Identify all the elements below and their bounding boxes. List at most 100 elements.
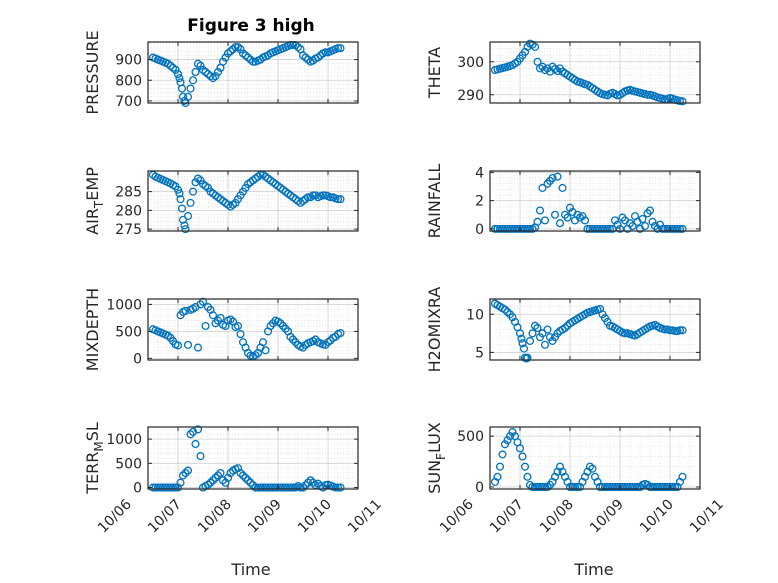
data-point [208,74,218,83]
data-point [535,206,545,215]
data-point [540,482,550,492]
data-point [503,224,512,233]
data-point [585,224,595,233]
data-point [493,224,502,233]
data-series [490,299,687,363]
data-point [238,471,248,480]
data-point [333,195,343,204]
data-point [175,189,184,198]
y-tick-label: 2 [475,194,484,210]
data-point [583,224,592,233]
data-point [548,174,557,183]
data-point [177,84,187,93]
subplot-4: 0 2 4 RAINFALL [425,164,701,238]
data-point [530,321,540,330]
data-point [603,224,612,233]
x-tick-label: 10/11 [345,497,385,537]
data-point [198,65,208,74]
data-point [251,483,260,492]
data-point [630,482,640,492]
data-point [286,483,295,492]
data-point [178,215,188,224]
data-point [163,483,173,492]
data-point [183,466,193,475]
data-point [186,430,195,439]
data-point [663,224,672,233]
axes-box [147,170,359,232]
figure-title: Figure 3 high [187,16,315,36]
data-point [638,214,647,224]
data-point [206,72,215,81]
data-point [181,306,190,315]
data-point [643,90,652,99]
axes-box [489,41,701,104]
data-point [313,479,323,488]
data-point [650,482,660,492]
data-point [663,482,672,492]
data-point [600,224,610,233]
x-axis-label-left: Time [230,560,270,579]
data-point [163,331,173,340]
data-point [186,198,195,207]
data-point [653,482,662,492]
data-point [555,219,565,228]
data-point [177,204,187,213]
data-point [503,307,512,317]
data-point [258,483,268,492]
subplot-3: 275 280 285 AIRTEMP [83,167,359,238]
data-point [603,482,612,492]
data-point [519,344,529,353]
data-point [628,482,637,492]
data-point [175,74,184,83]
y-tick-label: 500 [115,456,142,472]
data-point [533,217,542,226]
data-point [498,450,507,459]
data-point [548,62,557,71]
data-point [508,313,517,322]
data-point [508,428,517,437]
y-tick-label: 5 [475,345,484,361]
data-point [188,76,198,85]
data-point [660,224,670,233]
data-point [538,329,547,338]
data-point [660,482,670,492]
data-point [525,224,535,233]
data-point [333,44,343,53]
x-tick-label: 10/06 [95,496,135,536]
data-point [303,55,313,64]
y-tick-label: 1000 [106,297,142,313]
axes-box [147,41,359,104]
data-point [318,191,328,200]
x-tick-label: 10/10 [295,497,335,537]
y-tick-label: 10 [466,307,484,323]
data-point [530,42,540,51]
y-axis-label: PRESSURE [83,30,102,114]
data-point [678,472,687,481]
data-point [628,222,637,231]
y-tick-label: 285 [115,185,142,201]
data-point [218,57,228,66]
data-point [648,217,657,226]
data-series [148,297,345,361]
data-point [301,53,310,62]
data-point [156,483,165,492]
data-point [495,462,505,471]
data-point [655,482,665,492]
data-point [196,452,205,461]
data-point [543,325,552,334]
data-point [258,338,268,347]
data-point [221,53,230,62]
data-point [580,216,590,225]
data-point [171,483,180,492]
y-axis-label: MIXDEPTH [83,288,102,371]
data-point [588,224,597,233]
data-point [598,224,607,233]
data-point [500,305,510,314]
data-point [498,224,507,233]
data-point [553,172,562,181]
data-point [595,482,605,492]
data-point [303,478,313,487]
